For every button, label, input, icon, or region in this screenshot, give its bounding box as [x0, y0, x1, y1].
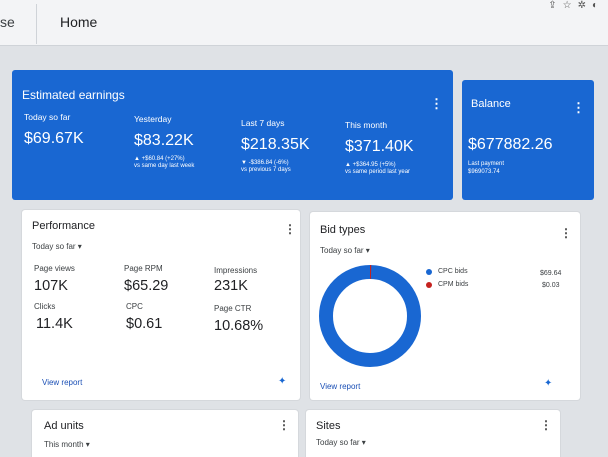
legend-value: $0.03 [542, 282, 560, 289]
ad-units-card: Ad units ⋮ This month ▾ [32, 410, 298, 457]
last-payment-label: Last payment [468, 161, 505, 167]
top-bar: se Home ⇪☆✲◐ [0, 0, 608, 46]
card-title: Estimated earnings [22, 88, 125, 102]
performance-card: Performance ⋮ Today so far ▾ Page views … [22, 210, 300, 400]
bid-types-donut-chart [319, 265, 421, 367]
stat-compare: vs same day last week [134, 163, 195, 169]
extension-icon[interactable]: ✲ [577, 0, 592, 11]
cpc-legend-dot [426, 269, 432, 275]
stat-today: Today so far $69.67K [24, 112, 84, 148]
metric-value: 231K [214, 278, 248, 294]
stat-label: Last 7 days [241, 118, 285, 128]
stat-this-month: This month $371.40K ▲ +$364.95 (+5%) vs … [345, 120, 414, 175]
legend-label: CPC bids [438, 268, 468, 275]
last-payment: Last payment $969073.74 [468, 160, 504, 176]
pin-icon[interactable]: ✦ [544, 378, 553, 389]
stat-label: Today so far [24, 112, 71, 122]
metric-value: $65.29 [124, 278, 169, 294]
metric-label: CPC [126, 302, 143, 311]
metric-label: Page CTR [214, 304, 252, 313]
app-name-fragment: se [0, 14, 15, 30]
estimated-earnings-card: Estimated earnings ⋮ Today so far $69.67… [12, 70, 453, 200]
metric-label: Page views [34, 264, 75, 273]
stat-delta: ▲ +$60.84 (+27%) [134, 156, 185, 162]
card-title: Balance [471, 98, 511, 110]
stat-delta: ▼ -$386.84 (-6%) [241, 160, 289, 166]
more-options-icon[interactable]: ⋮ [572, 100, 585, 115]
metric-value: 107K [34, 278, 68, 294]
star-icon[interactable]: ☆ [562, 0, 578, 11]
stat-compare: vs same period last year [345, 169, 411, 175]
bid-types-card: Bid types ⋮ Today so far ▾ CPC bids $69.… [310, 212, 580, 400]
last-payment-value: $969073.74 [468, 169, 500, 175]
browser-toolbar: ⇪☆✲◐ [548, 0, 604, 11]
stat-last-7-days: Last 7 days $218.35K ▼ -$386.84 (-6%) vs… [241, 118, 310, 173]
metric-label: Page RPM [124, 264, 163, 273]
sites-card: Sites ⋮ Today so far ▾ [306, 410, 560, 457]
date-range-dropdown[interactable]: This month ▾ [44, 440, 90, 449]
donut-segment-cpc [319, 265, 421, 367]
stat-delta: ▲ +$364.95 (+5%) [345, 162, 396, 168]
balance-card: Balance ⋮ $677882.26 Last payment $96907… [462, 80, 594, 200]
stat-compare: vs previous 7 days [241, 167, 291, 173]
more-options-icon[interactable]: ⋮ [278, 418, 290, 432]
legend-value: $69.64 [540, 270, 562, 277]
more-options-icon[interactable]: ⋮ [560, 226, 572, 240]
share-icon[interactable]: ⇪ [548, 0, 563, 11]
stat-yesterday: Yesterday $83.22K ▲ +$60.84 (+27%) vs sa… [134, 114, 194, 169]
legend-label: CPM bids [438, 281, 469, 288]
metric-value: 10.68% [214, 318, 264, 334]
cpm-legend-dot [426, 282, 432, 288]
date-range-dropdown[interactable]: Today so far ▾ [32, 242, 82, 251]
date-range-dropdown[interactable]: Today so far ▾ [316, 438, 366, 447]
balance-value: $677882.26 [468, 136, 553, 153]
date-range-dropdown[interactable]: Today so far ▾ [320, 246, 370, 255]
view-report-link[interactable]: View report [42, 378, 83, 387]
metric-value: $0.61 [126, 316, 163, 332]
stat-value: $83.22K [134, 132, 194, 149]
metric-label: Impressions [214, 266, 258, 275]
stat-label: This month [345, 120, 388, 130]
more-options-icon[interactable]: ⋮ [540, 418, 552, 432]
more-options-icon[interactable]: ⋮ [430, 96, 443, 111]
metric-value: 11.4K [36, 316, 73, 332]
stat-value: $371.40K [345, 138, 414, 155]
card-title: Performance [32, 220, 95, 232]
stat-value: $218.35K [241, 136, 310, 153]
metric-label: Clicks [34, 302, 56, 311]
donut-segment-cpm [319, 265, 421, 367]
stat-value: $69.67K [24, 130, 84, 147]
edge-icon[interactable]: ◐ [591, 0, 604, 11]
page-title: Home [60, 14, 98, 30]
divider [36, 4, 37, 44]
card-title: Ad units [44, 420, 84, 432]
card-title: Bid types [320, 224, 366, 236]
view-report-link[interactable]: View report [320, 382, 361, 391]
stat-label: Yesterday [134, 114, 172, 124]
pin-icon[interactable]: ✦ [278, 376, 287, 387]
card-title: Sites [316, 420, 341, 432]
more-options-icon[interactable]: ⋮ [284, 222, 296, 236]
